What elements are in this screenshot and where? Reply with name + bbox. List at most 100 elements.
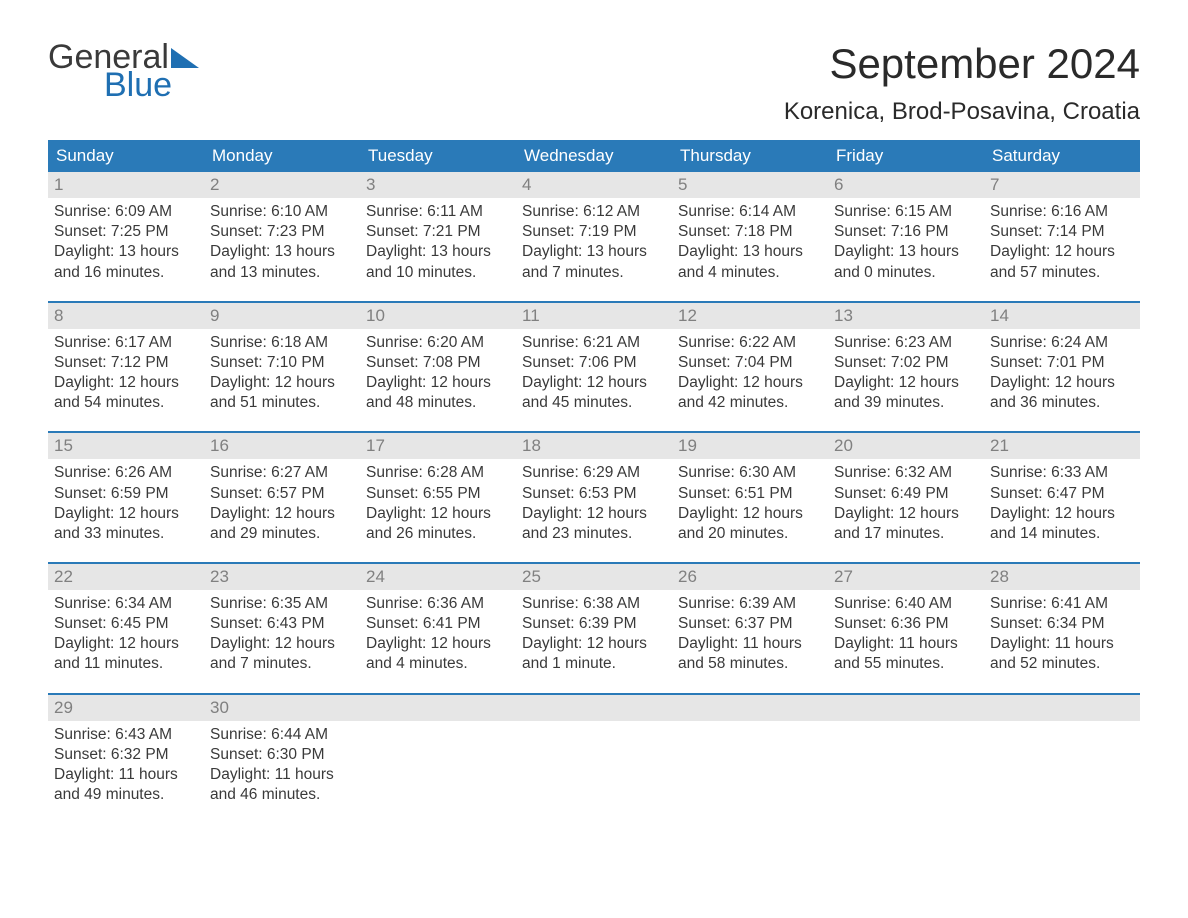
day-cell: 10Sunrise: 6:20 AMSunset: 7:08 PMDayligh… <box>360 301 516 432</box>
empty-day-bar <box>828 695 984 721</box>
day-sunset: Sunset: 6:37 PM <box>678 614 822 634</box>
day-cell: 21 Sunrise: 6:33 AMSunset: 6:47 PMDayligh… <box>984 431 1140 562</box>
day-sunrise: Sunrise: 6:22 AM <box>678 333 822 353</box>
day-number: 27 <box>828 564 984 590</box>
day-cell: 22 Sunrise: 6:34 AMSunset: 6:45 PMDayligh… <box>48 562 204 693</box>
day-number: 12 <box>672 303 828 329</box>
day-day2: and 46 minutes. <box>210 785 354 805</box>
day-day1: Daylight: 12 hours <box>210 504 354 524</box>
day-sunset: Sunset: 7:04 PM <box>678 353 822 373</box>
day-sunset: Sunset: 6:43 PM <box>210 614 354 634</box>
day-sunrise: Sunrise: 6:33 AM <box>990 463 1134 483</box>
day-day2: and 54 minutes. <box>54 393 198 413</box>
day-sunset: Sunset: 6:34 PM <box>990 614 1134 634</box>
day-number: 14 <box>984 303 1140 329</box>
day-sunset: Sunset: 6:53 PM <box>522 484 666 504</box>
day-day2: and 4 minutes. <box>678 263 822 283</box>
day-day2: and 7 minutes. <box>522 263 666 283</box>
day-day1: Daylight: 12 hours <box>834 504 978 524</box>
day-sunset: Sunset: 7:19 PM <box>522 222 666 242</box>
day-day2: and 29 minutes. <box>210 524 354 544</box>
day-day1: Daylight: 12 hours <box>54 634 198 654</box>
day-day2: and 1 minute. <box>522 654 666 674</box>
day-sunrise: Sunrise: 6:10 AM <box>210 202 354 222</box>
day-day1: Daylight: 13 hours <box>522 242 666 262</box>
day-day2: and 55 minutes. <box>834 654 978 674</box>
day-cell: 14Sunrise: 6:24 AMSunset: 7:01 PMDayligh… <box>984 301 1140 432</box>
day-sunrise: Sunrise: 6:30 AM <box>678 463 822 483</box>
day-sunrise: Sunrise: 6:28 AM <box>366 463 510 483</box>
empty-day-bar <box>984 695 1140 721</box>
day-cell: 2Sunrise: 6:10 AMSunset: 7:23 PMDaylight… <box>204 172 360 301</box>
day-sunset: Sunset: 6:57 PM <box>210 484 354 504</box>
day-number: 8 <box>48 303 204 329</box>
day-cell: 25Sunrise: 6:38 AMSunset: 6:39 PMDayligh… <box>516 562 672 693</box>
weekday-header: Wednesday <box>516 140 672 172</box>
logo: General Blue <box>48 40 199 102</box>
day-number: 17 <box>360 433 516 459</box>
day-day2: and 49 minutes. <box>54 785 198 805</box>
day-sunrise: Sunrise: 6:36 AM <box>366 594 510 614</box>
day-day1: Daylight: 11 hours <box>834 634 978 654</box>
day-sunset: Sunset: 6:45 PM <box>54 614 198 634</box>
day-number: 7 <box>984 172 1140 198</box>
day-sunset: Sunset: 6:59 PM <box>54 484 198 504</box>
day-day1: Daylight: 11 hours <box>678 634 822 654</box>
day-day2: and 48 minutes. <box>366 393 510 413</box>
day-number: 3 <box>360 172 516 198</box>
day-number: 16 <box>204 433 360 459</box>
day-cell <box>984 693 1140 824</box>
day-sunset: Sunset: 7:10 PM <box>210 353 354 373</box>
day-sunset: Sunset: 6:47 PM <box>990 484 1134 504</box>
day-day1: Daylight: 12 hours <box>678 504 822 524</box>
day-day2: and 57 minutes. <box>990 263 1134 283</box>
day-sunrise: Sunrise: 6:17 AM <box>54 333 198 353</box>
empty-day-bar <box>516 695 672 721</box>
weekday-header: Tuesday <box>360 140 516 172</box>
day-day1: Daylight: 12 hours <box>366 373 510 393</box>
day-sunset: Sunset: 7:01 PM <box>990 353 1134 373</box>
day-sunrise: Sunrise: 6:41 AM <box>990 594 1134 614</box>
day-day1: Daylight: 12 hours <box>990 242 1134 262</box>
day-number: 21 <box>984 433 1140 459</box>
day-sunrise: Sunrise: 6:24 AM <box>990 333 1134 353</box>
day-sunrise: Sunrise: 6:34 AM <box>54 594 198 614</box>
day-sunrise: Sunrise: 6:43 AM <box>54 725 198 745</box>
day-sunset: Sunset: 7:21 PM <box>366 222 510 242</box>
day-sunset: Sunset: 7:06 PM <box>522 353 666 373</box>
empty-day-bar <box>360 695 516 721</box>
title-block: September 2024 Korenica, Brod-Posavina, … <box>784 40 1140 126</box>
day-number: 9 <box>204 303 360 329</box>
day-sunrise: Sunrise: 6:40 AM <box>834 594 978 614</box>
day-number: 2 <box>204 172 360 198</box>
day-sunrise: Sunrise: 6:12 AM <box>522 202 666 222</box>
logo-triangle-icon <box>171 48 199 68</box>
day-sunrise: Sunrise: 6:11 AM <box>366 202 510 222</box>
day-cell <box>360 693 516 824</box>
day-number: 26 <box>672 564 828 590</box>
day-number: 5 <box>672 172 828 198</box>
day-sunset: Sunset: 6:39 PM <box>522 614 666 634</box>
day-number: 22 <box>48 564 204 590</box>
day-sunset: Sunset: 7:18 PM <box>678 222 822 242</box>
day-sunrise: Sunrise: 6:27 AM <box>210 463 354 483</box>
day-day2: and 45 minutes. <box>522 393 666 413</box>
day-day1: Daylight: 12 hours <box>990 504 1134 524</box>
day-number: 23 <box>204 564 360 590</box>
day-day1: Daylight: 11 hours <box>210 765 354 785</box>
day-cell: 9Sunrise: 6:18 AMSunset: 7:10 PMDaylight… <box>204 301 360 432</box>
day-cell: 18Sunrise: 6:29 AMSunset: 6:53 PMDayligh… <box>516 431 672 562</box>
weekday-header: Thursday <box>672 140 828 172</box>
day-number: 13 <box>828 303 984 329</box>
day-day1: Daylight: 13 hours <box>210 242 354 262</box>
day-sunset: Sunset: 6:32 PM <box>54 745 198 765</box>
day-sunset: Sunset: 7:08 PM <box>366 353 510 373</box>
day-day1: Daylight: 12 hours <box>366 634 510 654</box>
day-day2: and 7 minutes. <box>210 654 354 674</box>
day-sunset: Sunset: 7:14 PM <box>990 222 1134 242</box>
day-day2: and 16 minutes. <box>54 263 198 283</box>
day-day2: and 52 minutes. <box>990 654 1134 674</box>
day-sunrise: Sunrise: 6:14 AM <box>678 202 822 222</box>
day-number: 15 <box>48 433 204 459</box>
day-cell: 12Sunrise: 6:22 AMSunset: 7:04 PMDayligh… <box>672 301 828 432</box>
